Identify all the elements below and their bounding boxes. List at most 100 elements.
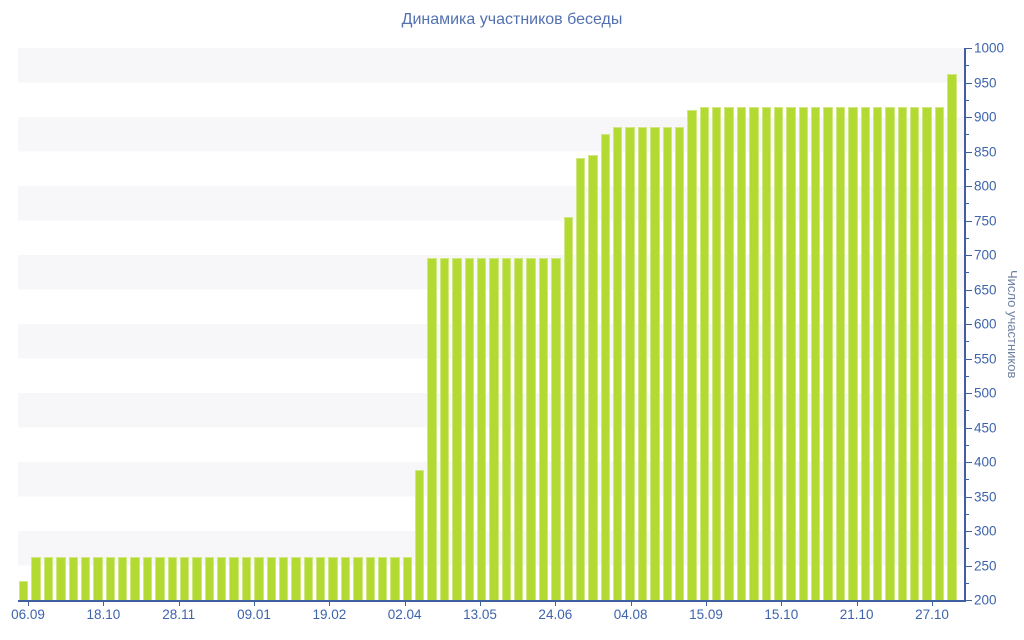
bar	[155, 557, 165, 600]
x-tick-label: 21.10	[839, 607, 874, 622]
y-axis-tick	[966, 462, 972, 463]
bar	[328, 557, 338, 600]
y-axis-tick	[966, 341, 969, 343]
y-axis-tick	[966, 186, 972, 187]
y-tick-label: 350	[974, 489, 997, 504]
y-tick-label: 750	[974, 213, 997, 228]
bar	[377, 557, 388, 600]
x-tick-label: 02.04	[387, 607, 422, 622]
plot-area: 200 250 300 350 400 450 500 550 600 650 700 750 800 8…	[11, 41, 1004, 623]
y-axis-tick	[966, 82, 972, 84]
bar	[204, 557, 214, 600]
bar	[192, 557, 202, 600]
bar	[452, 258, 462, 600]
x-tick-label: 18.10	[86, 607, 121, 622]
bar	[353, 557, 363, 600]
y-axis-title: Число участников	[1005, 269, 1020, 379]
y-axis-tick	[966, 272, 969, 274]
y-tick-label: 1000	[974, 40, 1005, 56]
y-axis-tick	[966, 600, 972, 601]
y-tick-label: 550	[974, 351, 997, 366]
bar	[31, 557, 41, 600]
y-axis-tick	[966, 151, 972, 153]
bar	[56, 557, 66, 600]
x-axis-tick	[103, 602, 105, 606]
bar	[538, 258, 549, 600]
bar	[897, 106, 907, 600]
bar	[303, 557, 313, 600]
y-axis-tick	[966, 168, 969, 170]
y-axis-tick	[966, 496, 972, 498]
y-axis-tick	[966, 48, 972, 49]
bar	[427, 258, 437, 600]
bar	[922, 106, 932, 600]
y-tick-label: 200	[974, 592, 997, 608]
x-axis-tick	[555, 602, 557, 606]
y-axis-tick	[966, 358, 972, 360]
bar	[885, 106, 895, 600]
y-axis-tick	[966, 324, 972, 325]
y-axis-tick	[966, 255, 972, 256]
y-axis-tick	[966, 531, 972, 532]
bar	[80, 557, 91, 600]
x-axis-tick	[404, 602, 406, 606]
bar	[365, 557, 375, 600]
bar	[749, 106, 759, 600]
bar	[848, 106, 858, 600]
bar	[699, 106, 709, 600]
y-axis-tick	[966, 479, 969, 481]
y-axis-tick	[966, 306, 969, 308]
y-axis-tick	[966, 582, 969, 584]
bar	[736, 106, 747, 600]
bar	[910, 106, 920, 600]
bar	[526, 258, 536, 600]
x-tick-label: 09.01	[237, 607, 271, 622]
bar	[786, 106, 796, 600]
bar	[19, 580, 29, 600]
y-axis-tick	[966, 427, 972, 429]
bar	[464, 258, 474, 600]
y-tick-label: 400	[974, 454, 997, 470]
bar	[687, 110, 697, 600]
y-tick-label: 250	[974, 558, 997, 573]
bar	[179, 557, 190, 600]
bar	[712, 106, 722, 600]
y-tick-label: 800	[974, 178, 997, 194]
x-axis-tick	[931, 602, 933, 606]
bar	[167, 557, 177, 600]
y-axis-tick	[966, 220, 972, 222]
x-axis-tick	[480, 602, 481, 606]
y-axis-tick	[966, 548, 969, 550]
y-axis-tick	[966, 237, 969, 239]
y-axis-tick	[966, 393, 972, 394]
x-tick-label: 19.02	[312, 607, 347, 622]
bar	[674, 127, 685, 600]
bar	[947, 74, 957, 600]
bar	[402, 557, 412, 600]
y-axis-tick	[966, 65, 969, 67]
bar	[278, 557, 289, 600]
y-axis-tick	[966, 513, 969, 515]
bar	[291, 557, 301, 600]
bar	[860, 106, 870, 600]
bar	[489, 258, 499, 600]
x-axis-tick	[630, 602, 632, 606]
y-tick-label: 850	[974, 144, 997, 159]
bar	[637, 127, 648, 600]
y-tick-label: 650	[974, 282, 997, 297]
bar	[811, 106, 821, 600]
x-tick-label: 24.06	[538, 607, 573, 622]
bar	[501, 258, 511, 600]
bar	[625, 127, 635, 600]
bar	[773, 106, 784, 600]
bar	[415, 470, 425, 600]
bar	[118, 557, 128, 600]
bar	[563, 217, 573, 600]
bar	[68, 557, 78, 600]
bar	[761, 106, 771, 600]
y-axis-tick	[966, 565, 972, 567]
y-axis-tick	[966, 99, 969, 101]
bar	[835, 106, 846, 600]
bar	[439, 258, 450, 600]
